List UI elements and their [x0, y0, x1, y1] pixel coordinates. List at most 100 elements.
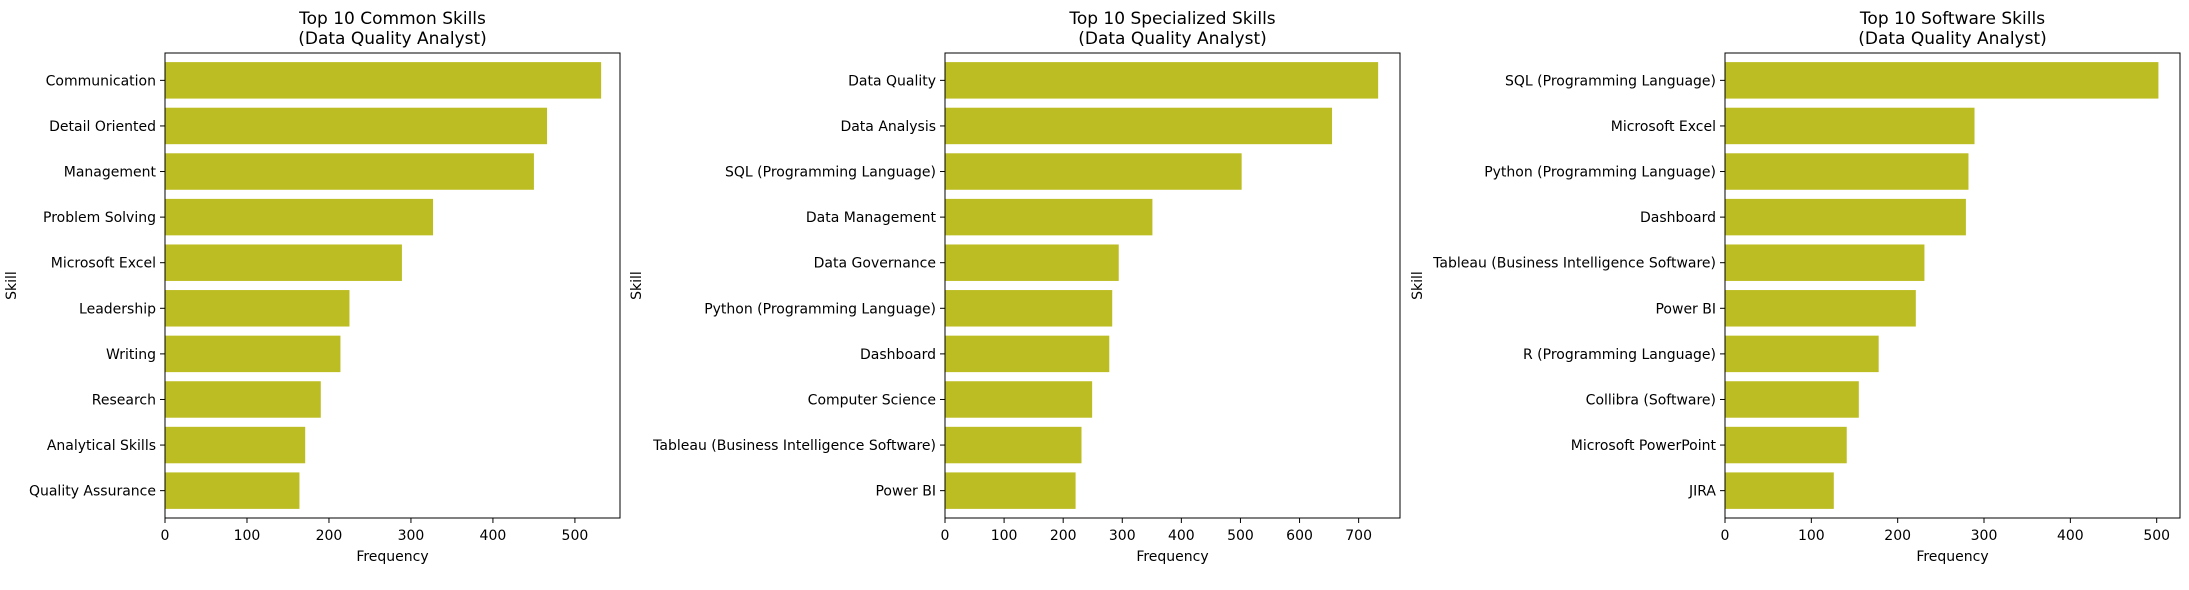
- x-axis-label: Frequency: [1136, 549, 1208, 565]
- bar: [165, 107, 548, 145]
- bar: [945, 472, 1076, 509]
- bar: [1725, 244, 1925, 281]
- bar: [165, 244, 402, 281]
- x-tick-label: 0: [161, 528, 170, 544]
- chart-title: Top 10 Software Skills (Data Quality Anal…: [1858, 9, 2047, 49]
- chart-title-line: Top 10 Specialized Skills: [1068, 9, 1275, 29]
- bar: [1725, 335, 1879, 373]
- y-tick-label: SQL (Programming Language): [725, 165, 936, 181]
- y-tick-label: Research: [92, 392, 156, 408]
- bar: [1725, 62, 2159, 99]
- y-tick-label: Tableau (Business Intelligence Software): [1432, 256, 1716, 272]
- y-tick-label: Quality Assurance: [29, 484, 156, 500]
- x-tick-label: 700: [1345, 528, 1372, 544]
- bar: [165, 381, 321, 418]
- y-tick-label: JIRA: [1688, 484, 1716, 500]
- plot-frame: [164, 52, 621, 519]
- bar: [945, 198, 1153, 236]
- y-tick-label: Tableau (Business Intelligence Software): [652, 438, 936, 454]
- bar: [945, 107, 1333, 145]
- plot-frame: [1724, 52, 2181, 519]
- bar: [165, 335, 341, 373]
- x-tick-label: 500: [1227, 528, 1254, 544]
- y-tick-label: Microsoft PowerPoint: [1571, 438, 1717, 454]
- bar: [165, 62, 602, 99]
- bar: [1725, 381, 1859, 418]
- y-axis-label: Skill: [4, 271, 20, 300]
- y-tick-label: Data Analysis: [840, 119, 936, 135]
- y-tick-label: Collibra (Software): [1586, 392, 1716, 408]
- y-tick-label: Communication: [46, 73, 156, 89]
- bar: [945, 426, 1082, 464]
- chart-title-line: Top 10 Software Skills: [1859, 9, 2045, 29]
- plot-frame: [944, 52, 1401, 519]
- y-tick-label: Analytical Skills: [47, 438, 156, 454]
- bar: [945, 290, 1113, 327]
- x-tick-label: 100: [991, 528, 1018, 544]
- bar: [1725, 472, 1834, 509]
- chart-panel-2: Top 10 Specialized Skills (Data Quality A…: [629, 9, 1401, 565]
- y-tick-label: Power BI: [875, 484, 936, 500]
- y-tick-label: Data Governance: [814, 256, 936, 272]
- y-tick-label: Power BI: [1655, 301, 1716, 317]
- x-tick-label: 100: [234, 528, 261, 544]
- chart-title-line: (Data Quality Analyst): [1078, 29, 1267, 49]
- y-tick-label: SQL (Programming Language): [1505, 73, 1716, 89]
- x-tick-label: 500: [562, 528, 589, 544]
- x-tick-label: 500: [2143, 528, 2170, 544]
- x-tick-label: 200: [1884, 528, 1911, 544]
- bar: [165, 198, 434, 236]
- bar: [165, 153, 534, 190]
- bar: [945, 153, 1242, 190]
- x-tick-label: 200: [316, 528, 343, 544]
- y-tick-label: Microsoft Excel: [1611, 119, 1716, 135]
- x-tick-label: 200: [1050, 528, 1077, 544]
- chart-title-line: Top 10 Common Skills: [298, 9, 486, 29]
- x-tick-label: 100: [1798, 528, 1825, 544]
- bar: [945, 381, 1093, 418]
- bar: [1725, 198, 1966, 236]
- chart-panel-1: Top 10 Common Skills (Data Quality Analys…: [4, 9, 621, 565]
- x-tick-label: 400: [2057, 528, 2084, 544]
- x-tick-label: 600: [1286, 528, 1313, 544]
- x-tick-label: 300: [1109, 528, 1136, 544]
- x-tick-label: 0: [1721, 528, 1730, 544]
- bar: [1725, 426, 1847, 464]
- bar: [1725, 290, 1916, 327]
- chart-title-line: (Data Quality Analyst): [1858, 29, 2047, 49]
- x-tick-label: 300: [1971, 528, 1998, 544]
- y-tick-label: Leadership: [79, 301, 156, 317]
- x-tick-label: 400: [480, 528, 507, 544]
- bar: [1725, 107, 1975, 145]
- bar: [1725, 153, 1969, 190]
- y-tick-label: Management: [64, 165, 157, 181]
- y-tick-label: Data Management: [806, 210, 937, 226]
- x-tick-label: 400: [1168, 528, 1195, 544]
- y-tick-label: Microsoft Excel: [51, 256, 156, 272]
- x-tick-label: 0: [941, 528, 950, 544]
- chart-panel-3: Top 10 Software Skills (Data Quality Anal…: [1410, 9, 2181, 565]
- chart-title: Top 10 Common Skills (Data Quality Analys…: [298, 9, 487, 49]
- y-tick-label: Python (Programming Language): [1484, 165, 1716, 181]
- bar: [945, 335, 1110, 373]
- bar: [945, 62, 1379, 99]
- y-tick-label: Dashboard: [860, 347, 936, 363]
- bar: [165, 290, 350, 327]
- y-axis-label: Skill: [629, 271, 645, 300]
- y-tick-label: Data Quality: [848, 73, 936, 89]
- chart-title: Top 10 Specialized Skills (Data Quality A…: [1068, 9, 1275, 49]
- y-tick-label: Writing: [106, 347, 156, 363]
- y-tick-label: Detail Oriented: [49, 119, 156, 135]
- x-axis-label: Frequency: [1916, 549, 1988, 565]
- x-axis-label: Frequency: [356, 549, 428, 565]
- bar: [165, 426, 306, 464]
- bar: [945, 244, 1119, 281]
- chart-title-line: (Data Quality Analyst): [298, 29, 487, 49]
- bar: [165, 472, 300, 509]
- y-tick-label: Problem Solving: [43, 210, 156, 226]
- y-tick-label: Computer Science: [808, 392, 936, 408]
- y-tick-label: Python (Programming Language): [704, 301, 936, 317]
- y-tick-label: Dashboard: [1640, 210, 1716, 226]
- x-tick-label: 300: [398, 528, 425, 544]
